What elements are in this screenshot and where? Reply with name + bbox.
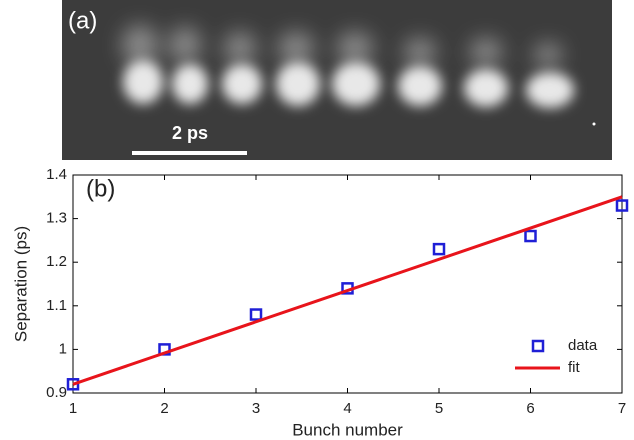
x-tick-label: 7 [618,400,626,417]
x-axis-label: Bunch number [292,420,403,439]
x-tick-label: 3 [252,400,260,417]
scale-bar-label: 2 ps [172,123,208,143]
y-axis-label: Separation (ps) [11,226,30,342]
panel-label: (b) [86,175,115,202]
page: {"panel_a": {"label": "(a)", "scale_bar_… [0,0,634,440]
legend-label: data [568,337,598,354]
y-tick-label: 1.3 [46,210,67,227]
x-tick-label: 5 [435,400,443,417]
figure: (a) 2 ps 12345670.911.11.21.31.4Bunch nu… [0,0,634,440]
y-tick-label: 1.4 [46,166,67,183]
scale-bar [132,151,247,155]
y-tick-label: 1.1 [46,297,67,314]
panel-label: (a) [68,7,97,34]
x-tick-label: 2 [160,400,168,417]
y-tick-label: 1 [59,340,67,357]
legend-label: fit [568,359,581,376]
streak-image: (a) 2 ps [62,0,612,160]
y-tick-label: 0.9 [46,384,67,401]
x-tick-label: 1 [69,400,77,417]
x-tick-label: 4 [343,400,351,417]
y-tick-label: 1.2 [46,253,67,270]
speck [593,123,596,126]
x-tick-label: 6 [526,400,534,417]
